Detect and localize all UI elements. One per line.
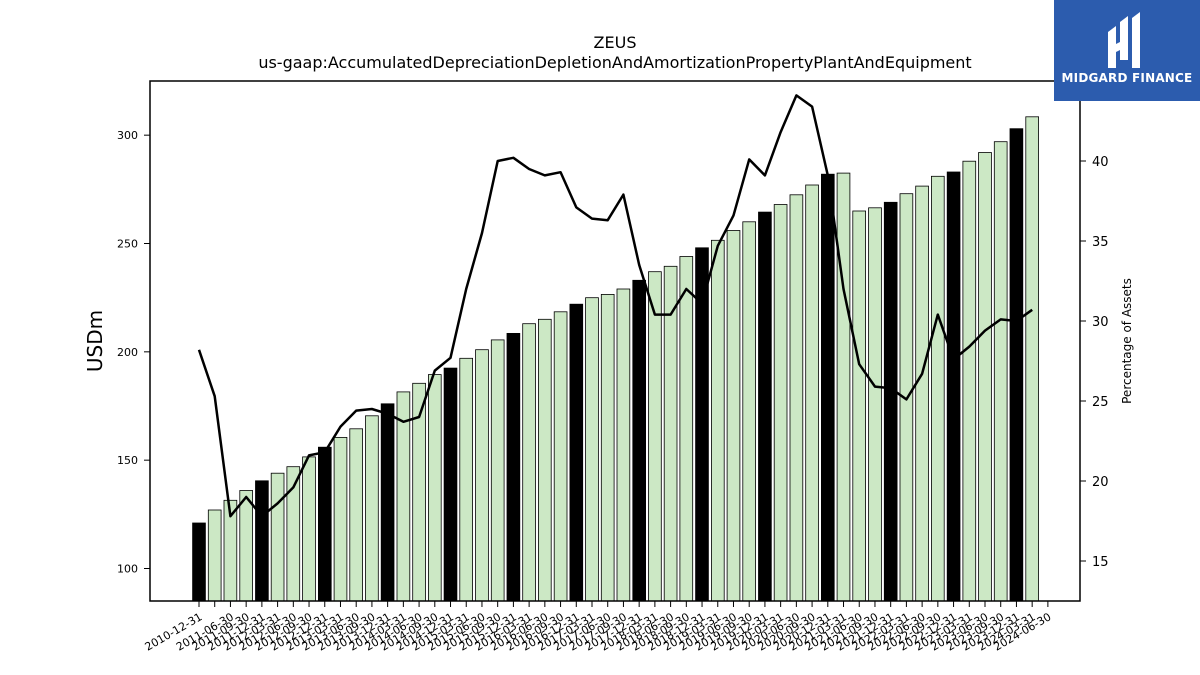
bar-2017-06-30 (600, 293, 615, 602)
bar-2019-03-31 (711, 239, 725, 602)
bar-2017-12-31 (632, 279, 646, 602)
y2-tick-label: 30 (1092, 315, 1109, 330)
brand-name: MIDGARD FINANCE (1061, 71, 1193, 85)
y2-axis-label: Percentage of Assets (1120, 278, 1134, 404)
bar-2021-12-31 (883, 201, 898, 602)
bar-2015-03-31 (459, 357, 473, 602)
bar-2016-12-31 (569, 303, 584, 602)
bar-2014-09-30 (427, 374, 442, 602)
plot-frame (149, 80, 1081, 602)
bar-2013-03-31 (333, 436, 348, 602)
bar-2021-03-31 (836, 172, 851, 602)
bar-2020-09-30 (805, 184, 819, 602)
bar-2013-09-30 (365, 415, 379, 602)
bar-2011-12-31 (255, 480, 269, 602)
bar-2020-12-31 (821, 173, 835, 602)
bar-2015-12-31 (506, 332, 521, 602)
bar-2018-03-31 (648, 271, 662, 602)
bar-2019-12-31 (758, 211, 772, 602)
bar-2012-12-31 (317, 446, 332, 602)
bar-2012-03-31 (270, 472, 285, 602)
chart-subtitle: us-gaap:AccumulatedDepreciationDepletion… (258, 53, 971, 72)
bar-2014-12-31 (443, 367, 458, 602)
line-series (197, 94, 1033, 518)
y2-tick-label: 15 (1092, 555, 1109, 570)
chart-title: ZEUS (594, 33, 637, 52)
y2-tick-label: 35 (1092, 235, 1109, 250)
y2-tick-label: 20 (1092, 475, 1109, 490)
y-tick-label: 250 (117, 238, 138, 251)
y-axis-right: 15 20 25 30 35 40 (1080, 155, 1109, 570)
bar-2011-09-30 (239, 490, 254, 602)
y-tick-label: 200 (117, 346, 138, 359)
bar-2012-09-30 (302, 456, 316, 602)
bar-2022-06-30 (915, 185, 929, 602)
bar-2013-06-30 (349, 428, 363, 602)
percentage-line (197, 94, 1033, 518)
bar-2015-06-30 (475, 349, 489, 602)
bar-2020-03-31 (773, 204, 788, 602)
bar-2021-09-30 (868, 207, 882, 602)
bar-2024-03-31 (1025, 116, 1040, 602)
y-axis-label: USDm (83, 310, 107, 372)
bar-2019-06-30 (726, 230, 741, 602)
bar-2016-03-31 (522, 323, 536, 602)
bar-2015-09-30 (490, 339, 505, 602)
y-tick-label: 100 (117, 563, 138, 576)
bar-2019-09-30 (742, 221, 756, 602)
bar-2023-12-31 (1009, 128, 1024, 602)
bar-2022-09-30 (931, 175, 945, 602)
bar-2018-06-30 (663, 265, 678, 602)
x-axis: 2010-12-312011-06-302011-09-302011-12-31… (143, 601, 1053, 654)
bar-2021-06-30 (852, 210, 866, 602)
y2-tick-label: 25 (1092, 395, 1109, 410)
y-axis-left: 100 150 200 250 300 (117, 129, 150, 576)
bar-2023-03-31 (962, 160, 977, 602)
y2-tick-label: 40 (1092, 155, 1109, 170)
brand-logo: MIDGARD FINANCE (1054, 0, 1200, 101)
bar-2010-12-31 (192, 522, 206, 602)
bar-2011-03-31 (207, 509, 222, 602)
brand-mark-icon (1108, 12, 1140, 68)
bar-2020-06-30 (789, 194, 804, 602)
bar-2016-09-30 (553, 311, 568, 602)
bar-2014-03-31 (396, 391, 411, 602)
bar-2013-12-31 (380, 403, 395, 602)
bar-2023-06-30 (978, 152, 992, 602)
bar-2023-09-30 (993, 141, 1008, 602)
bar-series (192, 116, 1040, 602)
y-tick-label: 300 (117, 129, 138, 142)
bar-2016-06-30 (538, 318, 552, 602)
bar-2017-09-30 (616, 288, 631, 602)
bar-2017-03-31 (585, 297, 599, 602)
bar-2022-12-31 (946, 171, 961, 602)
bar-2018-09-30 (679, 256, 694, 602)
y-tick-label: 150 (117, 454, 138, 467)
